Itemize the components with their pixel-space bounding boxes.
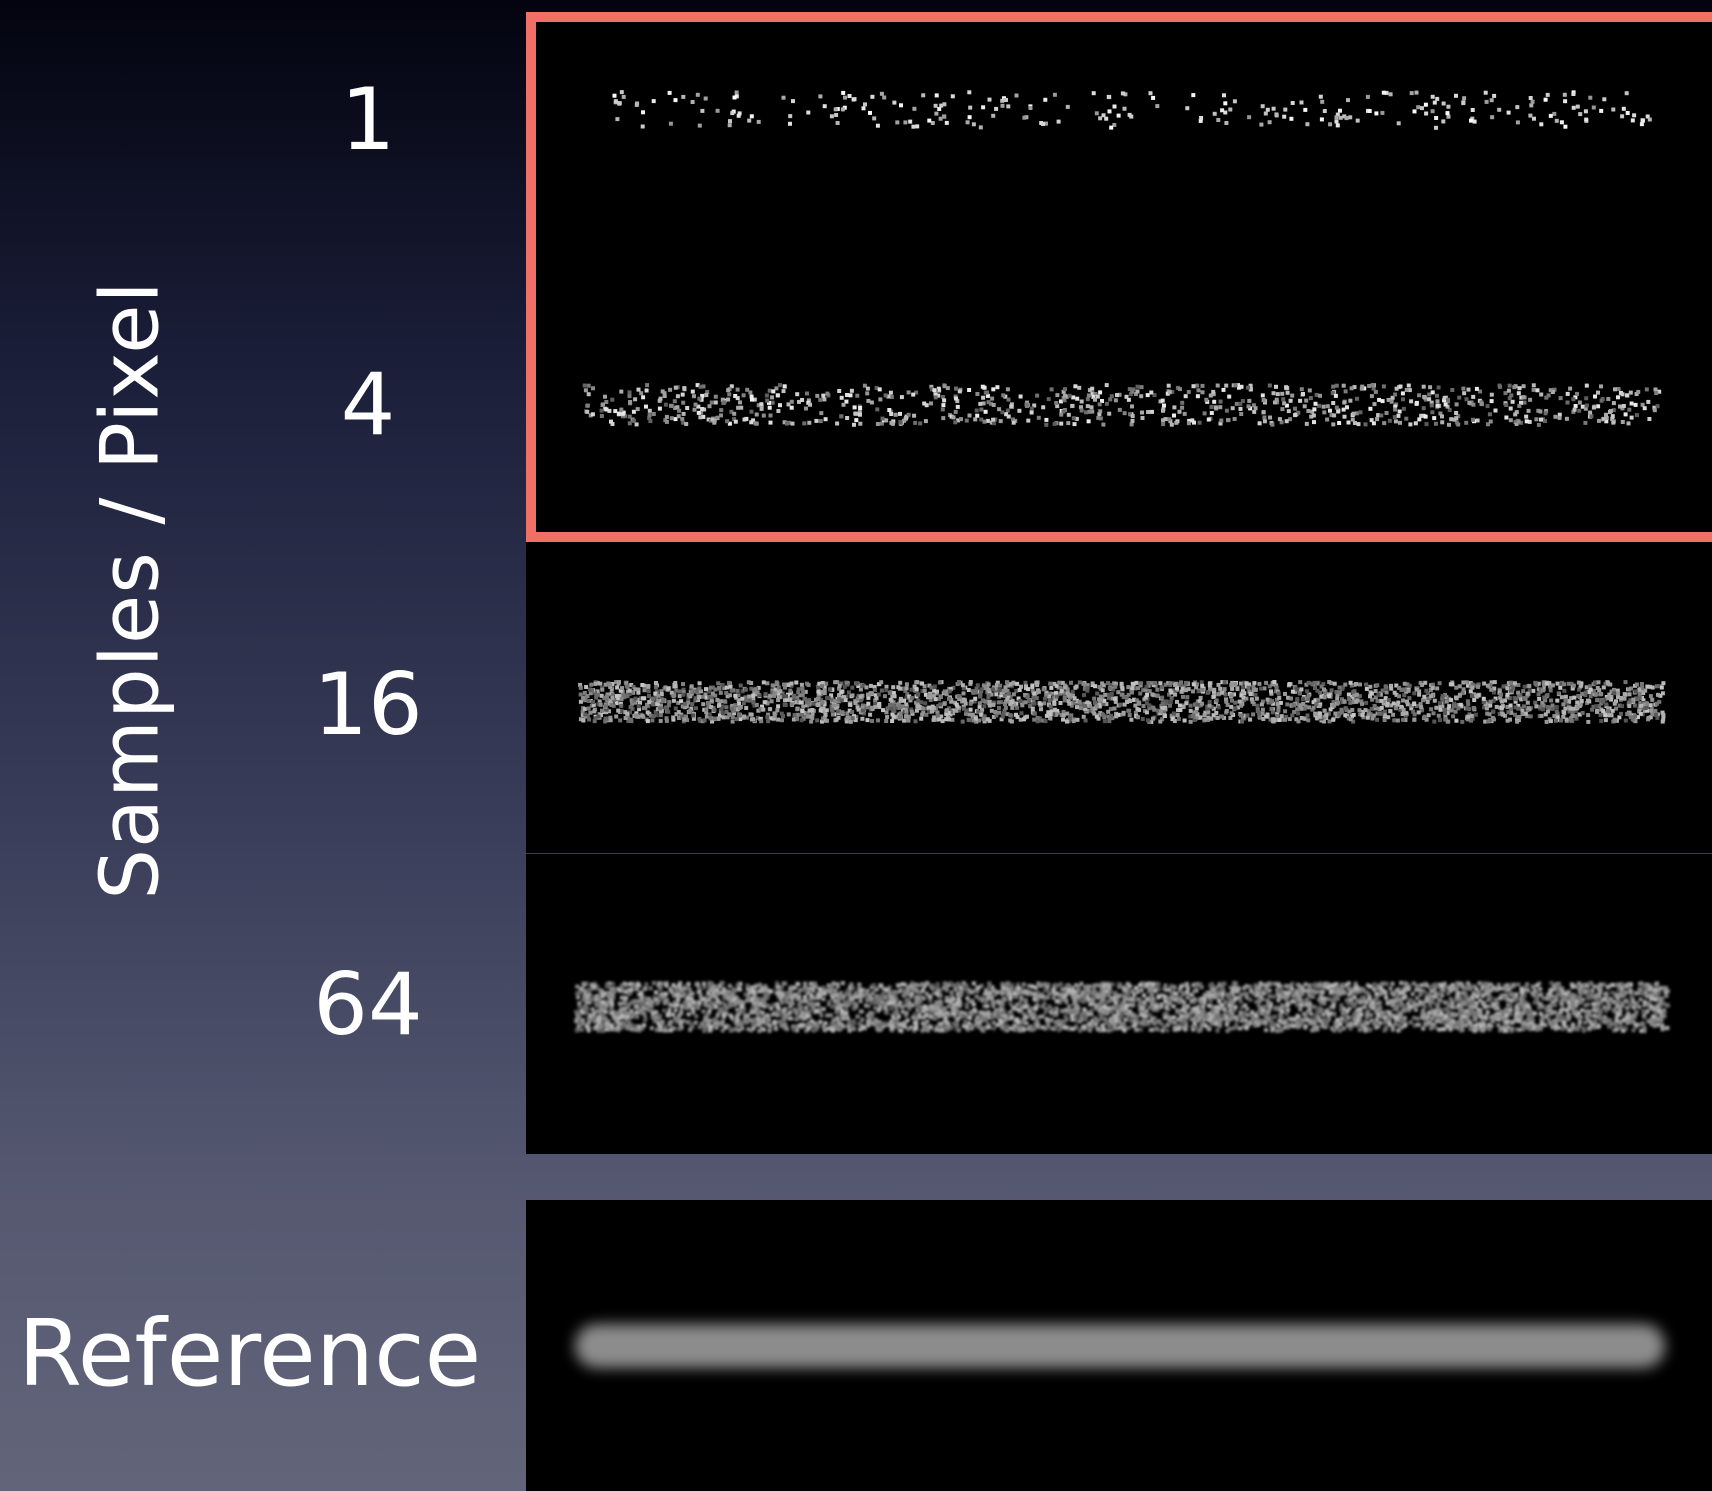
row-label-1: 1 (340, 70, 396, 170)
strip-1-sample (612, 90, 1652, 130)
reference-label: Reference (18, 1300, 482, 1407)
row-label-16: 16 (313, 655, 423, 755)
strip-4-samples (582, 383, 1662, 427)
strip-16-samples (578, 680, 1666, 724)
row-label-4: 4 (340, 355, 396, 455)
strip-64-samples (574, 981, 1670, 1033)
highlight-box (526, 12, 1712, 542)
panel-divider (526, 853, 1712, 854)
row-label-64: 64 (313, 955, 423, 1055)
sample-panels (526, 12, 1712, 1154)
strip-reference (575, 1324, 1665, 1368)
